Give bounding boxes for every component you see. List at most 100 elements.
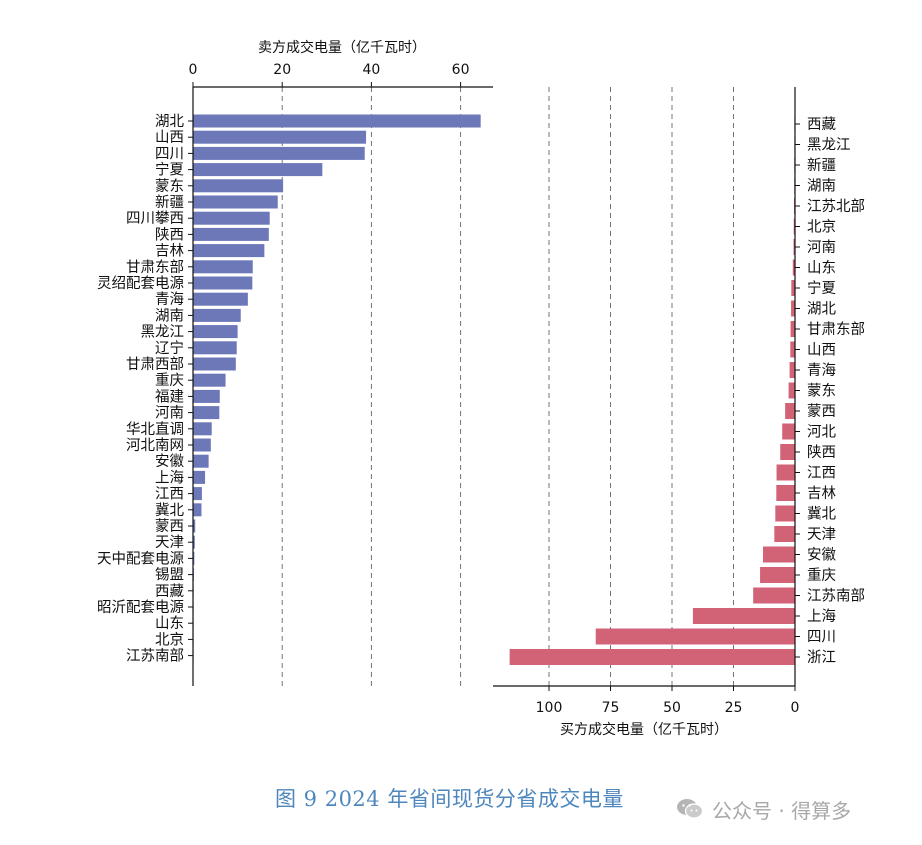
bar xyxy=(776,485,795,501)
x-tick-label: 40 xyxy=(362,62,380,78)
category-label: 北京 xyxy=(807,219,836,236)
category-label: 甘肃东部 xyxy=(807,321,865,338)
x-axis-title: 卖方成交电量（亿千瓦时） xyxy=(258,39,426,56)
category-label: 安徽 xyxy=(155,453,184,470)
category-label: 山西 xyxy=(155,129,184,146)
bar xyxy=(793,218,795,235)
category-label: 河北南网 xyxy=(126,437,184,454)
category-label: 陕西 xyxy=(807,444,836,461)
bar xyxy=(193,276,253,290)
category-label: 山东 xyxy=(807,260,836,277)
wechat-icon xyxy=(677,799,704,819)
category-label: 西藏 xyxy=(155,583,184,600)
category-label: 西藏 xyxy=(807,116,836,133)
bar xyxy=(780,444,795,460)
category-label: 江西 xyxy=(155,486,184,503)
bar xyxy=(774,526,795,542)
category-label: 天津 xyxy=(807,526,836,543)
category-label: 北京 xyxy=(155,631,184,648)
bar xyxy=(595,628,795,645)
bar xyxy=(763,546,795,563)
category-label: 山东 xyxy=(155,615,184,632)
bar xyxy=(753,587,795,604)
category-label: 浙江 xyxy=(807,649,836,666)
category-label: 河南 xyxy=(807,239,836,256)
bar xyxy=(193,503,202,517)
bar xyxy=(193,519,196,533)
category-label: 新疆 xyxy=(155,194,184,211)
bar xyxy=(193,211,270,225)
category-label: 山西 xyxy=(807,342,836,359)
category-label: 河南 xyxy=(155,405,184,422)
category-label: 安徽 xyxy=(807,547,836,564)
bar xyxy=(193,179,284,193)
bar xyxy=(775,505,795,522)
category-label: 上海 xyxy=(155,469,184,486)
figure-caption-row: 图 9 2024 年省间现货分省成交电量 xyxy=(0,783,922,813)
bar xyxy=(193,227,269,241)
bar xyxy=(193,389,220,403)
x-tick-label: 25 xyxy=(725,700,743,716)
category-label: 重庆 xyxy=(807,567,836,584)
bar xyxy=(791,280,795,296)
seller-chart: 0 20 40 60 卖方成交电量（亿千瓦时） 湖北山西四川宁夏蒙东新疆四川攀西陕西吉林甘… xyxy=(97,39,493,686)
bar xyxy=(790,321,795,337)
bar xyxy=(509,649,795,665)
category-label: 新疆 xyxy=(807,157,836,174)
category-label: 青海 xyxy=(807,362,836,379)
buyer-chart: 100 75 50 25 0 买方成交电量（亿千瓦时） 西藏黑龙江新疆湖南江苏北部北京河南山… xyxy=(493,87,865,738)
bar xyxy=(193,146,365,160)
category-label: 冀北 xyxy=(807,506,836,523)
bar xyxy=(193,373,226,387)
bar xyxy=(193,470,206,484)
bar xyxy=(788,382,795,399)
category-label: 昭沂配套电源 xyxy=(97,599,184,616)
bar xyxy=(193,260,253,274)
category-label: 宁夏 xyxy=(807,280,836,297)
figure-caption: 图 9 2024 年省间现货分省成交电量 xyxy=(275,787,624,811)
category-label: 蒙东 xyxy=(807,383,836,400)
bar xyxy=(760,567,795,583)
category-label: 蒙西 xyxy=(807,403,836,420)
category-label: 冀北 xyxy=(155,502,184,519)
category-label: 甘肃西部 xyxy=(126,356,184,373)
category-label: 湖南 xyxy=(155,307,184,324)
watermark-text: 公众号 · 得算多 xyxy=(712,798,852,823)
category-label: 河北 xyxy=(807,424,836,441)
bar xyxy=(790,341,795,358)
bar xyxy=(193,308,241,322)
category-label: 江苏北部 xyxy=(807,198,865,215)
category-label: 天中配套电源 xyxy=(97,550,184,567)
bar xyxy=(782,423,795,440)
bar xyxy=(193,130,367,144)
x-tick-label: 60 xyxy=(452,62,470,78)
x-tick-label: 0 xyxy=(791,700,800,716)
category-label: 湖北 xyxy=(155,113,184,130)
bar xyxy=(785,403,795,419)
bar xyxy=(791,300,795,317)
category-label: 天津 xyxy=(155,534,184,551)
bar xyxy=(776,464,795,481)
bar xyxy=(193,535,195,549)
bar xyxy=(193,422,212,436)
category-label: 辽宁 xyxy=(155,340,184,357)
bar xyxy=(793,239,795,255)
bar xyxy=(193,438,211,452)
category-label: 蒙西 xyxy=(155,518,184,535)
category-label: 江西 xyxy=(807,465,836,482)
category-label: 四川 xyxy=(155,146,184,162)
bar xyxy=(193,406,220,420)
category-label: 宁夏 xyxy=(155,162,184,179)
bar xyxy=(789,362,795,378)
category-label: 上海 xyxy=(807,608,836,625)
bar xyxy=(193,341,237,355)
bar xyxy=(193,114,481,128)
category-label: 陕西 xyxy=(155,226,184,243)
x-tick-label: 100 xyxy=(536,700,563,716)
category-label: 湖南 xyxy=(807,178,836,195)
bar xyxy=(193,551,195,565)
bar xyxy=(193,292,248,306)
bar xyxy=(792,259,795,276)
category-label: 重庆 xyxy=(155,372,184,389)
